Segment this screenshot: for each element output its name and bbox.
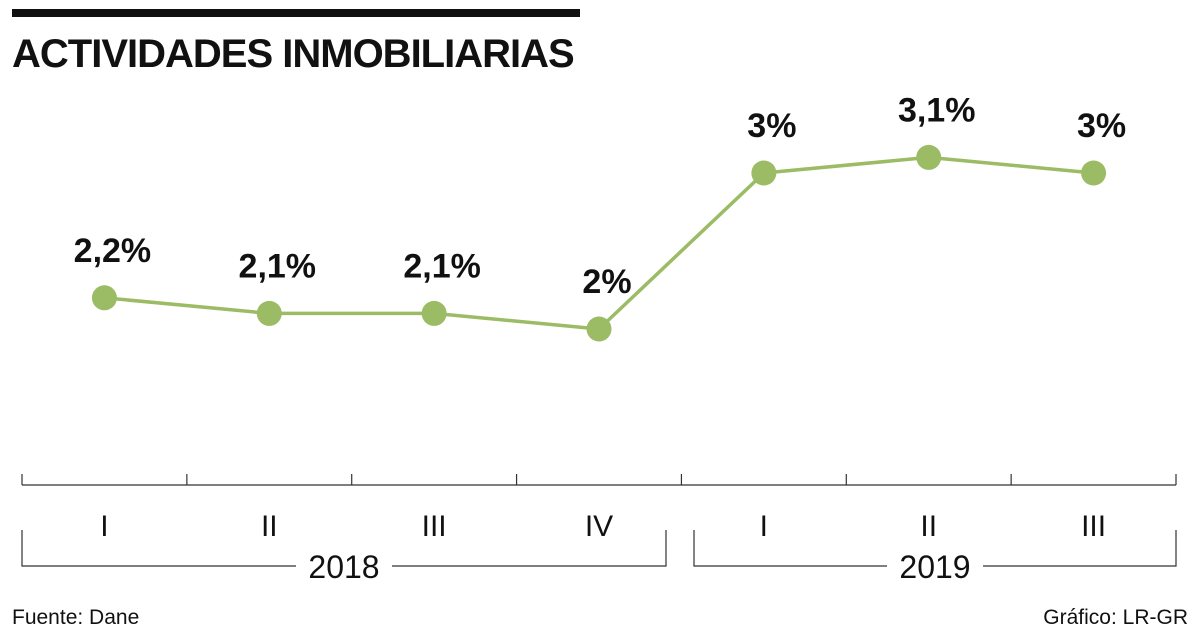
bracket-right: [392, 530, 667, 567]
data-point: [421, 300, 447, 326]
data-series: 2,2% 2,1% 2,1% 2% 3% 3,1% 3%: [74, 91, 1126, 342]
data-label: 2,1%: [239, 247, 317, 285]
x-tick-label: II: [920, 510, 937, 543]
bracket-left: [21, 530, 296, 567]
title-rule: [12, 9, 580, 17]
data-label: 2,1%: [403, 247, 481, 285]
source-note: Fuente: Dane: [12, 606, 140, 629]
x-tick-label: III: [1081, 510, 1106, 543]
chart-title: ACTIVIDADES INMOBILIARIAS: [12, 32, 575, 76]
bracket-left: [693, 530, 887, 567]
data-point: [256, 300, 282, 326]
year-brackets: 2018 2019: [21, 530, 1177, 585]
year-bracket-2018: 2018: [21, 530, 667, 585]
data-label: 3%: [747, 107, 796, 145]
data-label: 3,1%: [898, 91, 976, 129]
x-tick-label: IV: [585, 510, 613, 543]
x-tick-label: I: [760, 510, 768, 543]
bracket-right: [983, 530, 1177, 567]
data-point: [91, 285, 117, 311]
series-line: [104, 155, 1094, 331]
credit-note: Gráfico: LR-GR: [1043, 606, 1188, 629]
data-point: [916, 144, 942, 170]
year-label: 2018: [308, 549, 379, 585]
data-label: 2%: [582, 263, 631, 301]
data-label: 2,2%: [74, 232, 152, 270]
x-tick-label: III: [422, 510, 447, 543]
data-label: 3%: [1077, 107, 1126, 145]
data-point: [751, 160, 777, 186]
x-tick-label: I: [100, 510, 108, 543]
year-bracket-2019: 2019: [693, 530, 1177, 585]
x-axis-ticks: I II III IV I II III: [21, 474, 1177, 543]
x-tick-label: II: [261, 510, 278, 543]
data-point: [1081, 160, 1107, 186]
data-point: [586, 316, 612, 342]
year-label: 2019: [899, 549, 970, 585]
